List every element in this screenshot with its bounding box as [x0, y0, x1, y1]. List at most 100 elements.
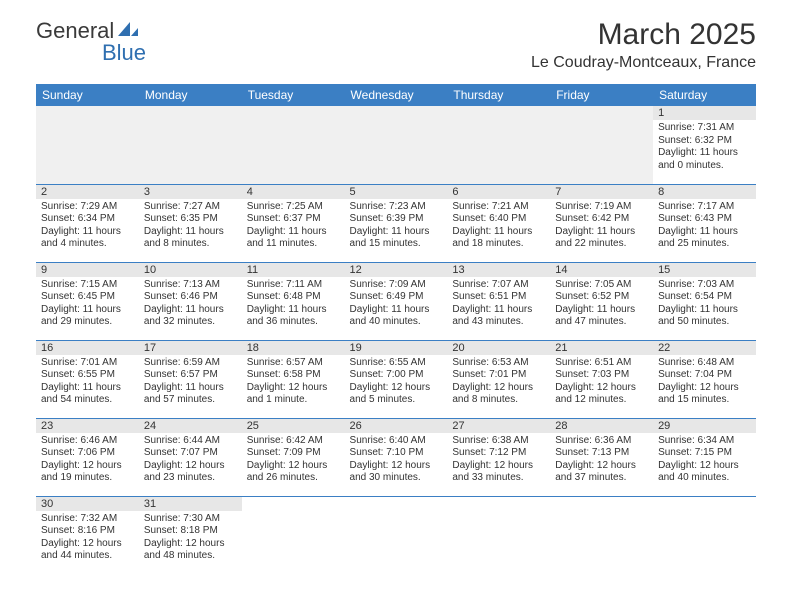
- day-details: Sunrise: 6:36 AMSunset: 7:13 PMDaylight:…: [550, 433, 653, 487]
- day-details: Sunrise: 7:19 AMSunset: 6:42 PMDaylight:…: [550, 199, 653, 253]
- calendar-day-cell: 11Sunrise: 7:11 AMSunset: 6:48 PMDayligh…: [242, 262, 345, 340]
- calendar-day-cell: 16Sunrise: 7:01 AMSunset: 6:55 PMDayligh…: [36, 340, 139, 418]
- day-number: 29: [653, 419, 756, 433]
- day-details: Sunrise: 7:05 AMSunset: 6:52 PMDaylight:…: [550, 277, 653, 331]
- day-details: Sunrise: 7:29 AMSunset: 6:34 PMDaylight:…: [36, 199, 139, 253]
- calendar-header-row: SundayMondayTuesdayWednesdayThursdayFrid…: [36, 84, 756, 106]
- day-details: Sunrise: 7:11 AMSunset: 6:48 PMDaylight:…: [242, 277, 345, 331]
- calendar-day-cell: 8Sunrise: 7:17 AMSunset: 6:43 PMDaylight…: [653, 184, 756, 262]
- day-details: Sunrise: 7:23 AMSunset: 6:39 PMDaylight:…: [345, 199, 448, 253]
- day-number: 10: [139, 263, 242, 277]
- calendar-empty-cell: [550, 106, 653, 184]
- calendar-empty-cell: [36, 106, 139, 184]
- day-number: 2: [36, 185, 139, 199]
- day-number: 4: [242, 185, 345, 199]
- calendar-day-cell: 5Sunrise: 7:23 AMSunset: 6:39 PMDaylight…: [345, 184, 448, 262]
- calendar-row: 30Sunrise: 7:32 AMSunset: 8:16 PMDayligh…: [36, 496, 756, 574]
- day-details: Sunrise: 6:51 AMSunset: 7:03 PMDaylight:…: [550, 355, 653, 409]
- day-number: 18: [242, 341, 345, 355]
- day-number: 19: [345, 341, 448, 355]
- calendar-day-cell: 3Sunrise: 7:27 AMSunset: 6:35 PMDaylight…: [139, 184, 242, 262]
- day-details: Sunrise: 7:17 AMSunset: 6:43 PMDaylight:…: [653, 199, 756, 253]
- month-title: March 2025: [531, 18, 756, 52]
- day-details: Sunrise: 6:53 AMSunset: 7:01 PMDaylight:…: [447, 355, 550, 409]
- day-number: 30: [36, 497, 139, 511]
- calendar-empty-cell: [139, 106, 242, 184]
- day-details: Sunrise: 6:46 AMSunset: 7:06 PMDaylight:…: [36, 433, 139, 487]
- day-details: Sunrise: 7:07 AMSunset: 6:51 PMDaylight:…: [447, 277, 550, 331]
- calendar-row: 23Sunrise: 6:46 AMSunset: 7:06 PMDayligh…: [36, 418, 756, 496]
- logo: GeneralBlue: [36, 18, 146, 66]
- calendar-day-cell: 28Sunrise: 6:36 AMSunset: 7:13 PMDayligh…: [550, 418, 653, 496]
- calendar-day-cell: 10Sunrise: 7:13 AMSunset: 6:46 PMDayligh…: [139, 262, 242, 340]
- weekday-header: Thursday: [447, 84, 550, 106]
- calendar-day-cell: 17Sunrise: 6:59 AMSunset: 6:57 PMDayligh…: [139, 340, 242, 418]
- day-number: 20: [447, 341, 550, 355]
- day-number: 21: [550, 341, 653, 355]
- day-details: Sunrise: 6:48 AMSunset: 7:04 PMDaylight:…: [653, 355, 756, 409]
- calendar-day-cell: 24Sunrise: 6:44 AMSunset: 7:07 PMDayligh…: [139, 418, 242, 496]
- day-number: 17: [139, 341, 242, 355]
- day-details: Sunrise: 7:09 AMSunset: 6:49 PMDaylight:…: [345, 277, 448, 331]
- day-details: Sunrise: 7:32 AMSunset: 8:16 PMDaylight:…: [36, 511, 139, 565]
- day-number: 25: [242, 419, 345, 433]
- calendar-day-cell: 22Sunrise: 6:48 AMSunset: 7:04 PMDayligh…: [653, 340, 756, 418]
- day-number: 23: [36, 419, 139, 433]
- calendar-day-cell: 9Sunrise: 7:15 AMSunset: 6:45 PMDaylight…: [36, 262, 139, 340]
- calendar-table: SundayMondayTuesdayWednesdayThursdayFrid…: [36, 84, 756, 574]
- day-details: Sunrise: 7:31 AMSunset: 6:32 PMDaylight:…: [653, 120, 756, 174]
- calendar-day-cell: 20Sunrise: 6:53 AMSunset: 7:01 PMDayligh…: [447, 340, 550, 418]
- day-number: 11: [242, 263, 345, 277]
- day-number: 12: [345, 263, 448, 277]
- day-number: 3: [139, 185, 242, 199]
- day-details: Sunrise: 7:13 AMSunset: 6:46 PMDaylight:…: [139, 277, 242, 331]
- calendar-day-cell: 13Sunrise: 7:07 AMSunset: 6:51 PMDayligh…: [447, 262, 550, 340]
- weekday-header: Wednesday: [345, 84, 448, 106]
- day-number: 8: [653, 185, 756, 199]
- calendar-day-cell: 15Sunrise: 7:03 AMSunset: 6:54 PMDayligh…: [653, 262, 756, 340]
- weekday-header: Sunday: [36, 84, 139, 106]
- calendar-day-cell: 7Sunrise: 7:19 AMSunset: 6:42 PMDaylight…: [550, 184, 653, 262]
- day-details: Sunrise: 6:59 AMSunset: 6:57 PMDaylight:…: [139, 355, 242, 409]
- day-details: Sunrise: 7:27 AMSunset: 6:35 PMDaylight:…: [139, 199, 242, 253]
- title-block: March 2025 Le Coudray-Montceaux, France: [531, 18, 756, 72]
- day-number: 1: [653, 106, 756, 120]
- day-details: Sunrise: 7:30 AMSunset: 8:18 PMDaylight:…: [139, 511, 242, 565]
- calendar-day-cell: 12Sunrise: 7:09 AMSunset: 6:49 PMDayligh…: [345, 262, 448, 340]
- day-details: Sunrise: 6:40 AMSunset: 7:10 PMDaylight:…: [345, 433, 448, 487]
- calendar-day-cell: 31Sunrise: 7:30 AMSunset: 8:18 PMDayligh…: [139, 496, 242, 574]
- day-details: Sunrise: 7:01 AMSunset: 6:55 PMDaylight:…: [36, 355, 139, 409]
- logo-text-part2: Blue: [102, 40, 146, 66]
- day-details: Sunrise: 7:15 AMSunset: 6:45 PMDaylight:…: [36, 277, 139, 331]
- calendar-day-cell: 27Sunrise: 6:38 AMSunset: 7:12 PMDayligh…: [447, 418, 550, 496]
- day-details: Sunrise: 6:38 AMSunset: 7:12 PMDaylight:…: [447, 433, 550, 487]
- day-number: 31: [139, 497, 242, 511]
- calendar-day-cell: 18Sunrise: 6:57 AMSunset: 6:58 PMDayligh…: [242, 340, 345, 418]
- calendar-day-cell: 4Sunrise: 7:25 AMSunset: 6:37 PMDaylight…: [242, 184, 345, 262]
- calendar-row: 16Sunrise: 7:01 AMSunset: 6:55 PMDayligh…: [36, 340, 756, 418]
- day-number: 28: [550, 419, 653, 433]
- calendar-day-cell: 21Sunrise: 6:51 AMSunset: 7:03 PMDayligh…: [550, 340, 653, 418]
- day-details: Sunrise: 6:44 AMSunset: 7:07 PMDaylight:…: [139, 433, 242, 487]
- calendar-empty-cell: [242, 106, 345, 184]
- day-details: Sunrise: 6:34 AMSunset: 7:15 PMDaylight:…: [653, 433, 756, 487]
- day-number: 16: [36, 341, 139, 355]
- day-details: Sunrise: 6:55 AMSunset: 7:00 PMDaylight:…: [345, 355, 448, 409]
- day-number: 5: [345, 185, 448, 199]
- day-details: Sunrise: 6:42 AMSunset: 7:09 PMDaylight:…: [242, 433, 345, 487]
- calendar-day-cell: 29Sunrise: 6:34 AMSunset: 7:15 PMDayligh…: [653, 418, 756, 496]
- weekday-header: Monday: [139, 84, 242, 106]
- calendar-day-cell: 23Sunrise: 6:46 AMSunset: 7:06 PMDayligh…: [36, 418, 139, 496]
- day-number: 13: [447, 263, 550, 277]
- calendar-day-cell: 14Sunrise: 7:05 AMSunset: 6:52 PMDayligh…: [550, 262, 653, 340]
- calendar-empty-cell: [550, 496, 653, 574]
- calendar-empty-cell: [653, 496, 756, 574]
- day-details: Sunrise: 6:57 AMSunset: 6:58 PMDaylight:…: [242, 355, 345, 409]
- calendar-empty-cell: [345, 106, 448, 184]
- header: GeneralBlue March 2025 Le Coudray-Montce…: [0, 0, 792, 80]
- calendar-day-cell: 25Sunrise: 6:42 AMSunset: 7:09 PMDayligh…: [242, 418, 345, 496]
- day-number: 14: [550, 263, 653, 277]
- calendar-row: 9Sunrise: 7:15 AMSunset: 6:45 PMDaylight…: [36, 262, 756, 340]
- calendar-day-cell: 2Sunrise: 7:29 AMSunset: 6:34 PMDaylight…: [36, 184, 139, 262]
- calendar-day-cell: 26Sunrise: 6:40 AMSunset: 7:10 PMDayligh…: [345, 418, 448, 496]
